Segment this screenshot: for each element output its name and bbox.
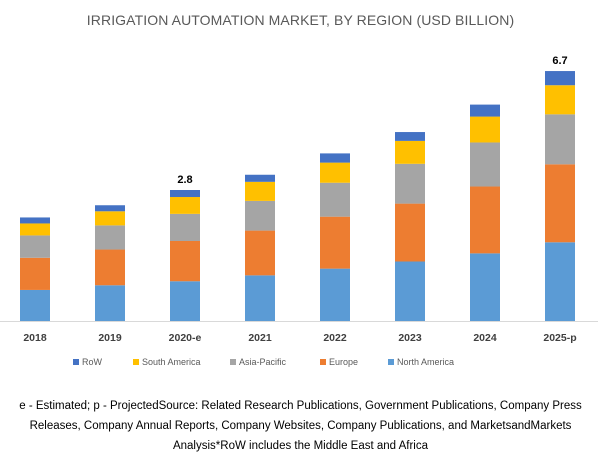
bar-row-2025-p: [545, 71, 575, 86]
chart-plot: 2018 2019 2020-e 2021 2022 2023 2024 2025-p 2.8…: [0, 55, 598, 344]
bar-europe-2024: [470, 186, 500, 254]
bar-south-america-2020-e: [170, 197, 200, 214]
x-tick-label: 2021: [248, 332, 272, 344]
bar-stack-2024: [470, 104, 500, 321]
footnote-line: e - Estimated; p - ProjectedSource: Rela…: [19, 400, 582, 412]
bar-south-america-2024: [470, 116, 500, 143]
x-tick-label: 2025-p: [543, 332, 576, 344]
bar-north-america-2021: [245, 275, 275, 321]
legend-swatch: [133, 359, 139, 365]
bar-europe-2023: [395, 203, 425, 262]
legend-swatch: [320, 359, 326, 365]
data-label-total: 6.7: [552, 55, 567, 67]
legend-item-europe: Europe: [320, 357, 358, 367]
bar-europe-2021: [245, 230, 275, 276]
bar-north-america-2018: [20, 289, 50, 321]
bar-asia-pacific-2021: [245, 200, 275, 231]
chart-title: IRRIGATION AUTOMATION MARKET, BY REGION …: [86, 12, 515, 28]
bar-stack-2019: [95, 205, 125, 321]
bar-asia-pacific-2023: [395, 163, 425, 204]
legend-label: RoW: [82, 357, 102, 367]
bar-row-2022: [320, 153, 350, 163]
bar-europe-2025-p: [545, 164, 575, 243]
legend-swatch: [230, 359, 236, 365]
x-tick-labels: 2018 2019 2020-e 2021 2022 2023 2024 2025-p: [23, 332, 576, 344]
x-tick-label: 2018: [23, 332, 47, 344]
bar-north-america-2025-p: [545, 242, 575, 321]
bar-asia-pacific-2024: [470, 142, 500, 187]
bar-stack-2021: [245, 174, 275, 321]
bar-asia-pacific-2022: [320, 182, 350, 217]
bar-row-2024: [470, 104, 500, 117]
bar-south-america-2023: [395, 140, 425, 164]
bar-europe-2019: [95, 249, 125, 286]
bar-north-america-2020-e: [170, 281, 200, 321]
legend-swatch: [73, 359, 79, 365]
legend: RoW South America Asia-Pacific Europe North …: [0, 357, 601, 373]
bar-south-america-2022: [320, 162, 350, 183]
bar-europe-2022: [320, 216, 350, 269]
bar-south-america-2018: [20, 223, 50, 236]
bar-north-america-2024: [470, 253, 500, 321]
bar-south-america-2021: [245, 181, 275, 201]
legend-label: Europe: [329, 357, 359, 367]
bar-europe-2018: [20, 257, 50, 290]
bars-group: [20, 71, 575, 322]
x-tick-label: 2023: [398, 332, 422, 344]
bar-europe-2020-e: [170, 241, 200, 282]
bar-asia-pacific-2018: [20, 235, 50, 258]
bar-asia-pacific-2019: [95, 225, 125, 250]
data-labels: 2.8 6.7: [177, 55, 567, 186]
bar-north-america-2023: [395, 261, 425, 321]
legend-item-row: RoW: [73, 357, 102, 367]
legend-item-south-america: South America: [133, 357, 201, 367]
bar-stack-2022: [320, 153, 350, 322]
bar-row-2019: [95, 205, 125, 212]
bar-south-america-2019: [95, 211, 125, 226]
legend-item-asia-pacific: Asia-Pacific: [230, 357, 286, 367]
x-tick-label: 2022: [323, 332, 347, 344]
bar-row-2018: [20, 217, 50, 224]
x-tick-label: 2020-e: [169, 332, 202, 344]
legend-label: South America: [142, 357, 201, 367]
legend-label: North America: [397, 357, 455, 367]
bar-asia-pacific-2020-e: [170, 213, 200, 241]
legend-item-north-america: North America: [388, 357, 454, 367]
footnote-line: Releases, Company Annual Reports, Compan…: [29, 420, 572, 432]
bar-row-2020-e: [170, 190, 200, 198]
bar-row-2023: [395, 132, 425, 141]
x-tick-label: 2024: [473, 332, 497, 344]
bar-row-2021: [245, 174, 275, 182]
bar-north-america-2019: [95, 285, 125, 321]
data-label-total: 2.8: [177, 174, 192, 186]
bar-asia-pacific-2025-p: [545, 114, 575, 165]
x-tick-label: 2019: [98, 332, 122, 344]
footnote: e - Estimated; p - ProjectedSource: Rela…: [0, 396, 601, 456]
footnote-line: Analysis*RoW includes the Middle East an…: [172, 440, 429, 452]
bar-south-america-2025-p: [545, 85, 575, 115]
legend-swatch: [388, 359, 394, 365]
bar-north-america-2022: [320, 268, 350, 322]
bar-stack-2023: [395, 132, 425, 321]
bar-stack-2020-e: [170, 190, 200, 321]
bar-stack-2018: [20, 217, 50, 321]
bar-stack-2025-p: [545, 71, 575, 321]
legend-label: Asia-Pacific: [239, 357, 287, 367]
